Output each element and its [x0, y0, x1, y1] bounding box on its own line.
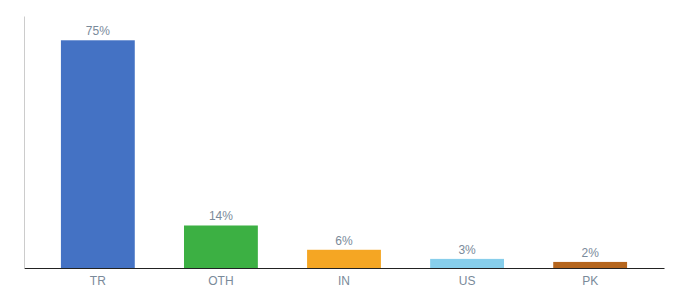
- x-tick: US: [459, 274, 476, 288]
- bar: [184, 225, 258, 268]
- data-label: 3%: [458, 243, 476, 257]
- bar: [307, 250, 381, 268]
- x-tick: OTH: [208, 274, 233, 288]
- data-labels: 75% 14% 6% 3% 2%: [86, 24, 599, 260]
- x-tick-label: PK: [582, 274, 598, 288]
- x-tick-label: OTH: [208, 274, 233, 288]
- data-label: 75%: [86, 24, 110, 38]
- chart-container: TR OTH IN US PK 75% 14% 6% 3% 2%: [0, 0, 680, 300]
- data-label: 6%: [335, 234, 353, 248]
- data-label: 14%: [209, 209, 233, 223]
- x-tick-label: US: [459, 274, 476, 288]
- x-tick-label: IN: [338, 274, 350, 288]
- y-axis-line: [24, 17, 25, 269]
- x-tick-label: TR: [90, 274, 106, 288]
- data-label: 2%: [581, 246, 599, 260]
- x-axis-line: [25, 268, 665, 269]
- x-tick: TR: [90, 274, 106, 288]
- bar: [61, 40, 135, 268]
- x-tick: IN: [338, 274, 350, 288]
- x-tick: PK: [582, 274, 598, 288]
- chart-svg: TR OTH IN US PK 75% 14% 6% 3% 2%: [0, 0, 680, 300]
- y-axis: [24, 17, 25, 269]
- bar: [553, 262, 627, 268]
- bars: [61, 40, 627, 268]
- x-axis: TR OTH IN US PK: [25, 269, 665, 288]
- bar: [430, 259, 504, 268]
- plot-area: TR OTH IN US PK 75% 14% 6% 3% 2%: [25, 17, 665, 288]
